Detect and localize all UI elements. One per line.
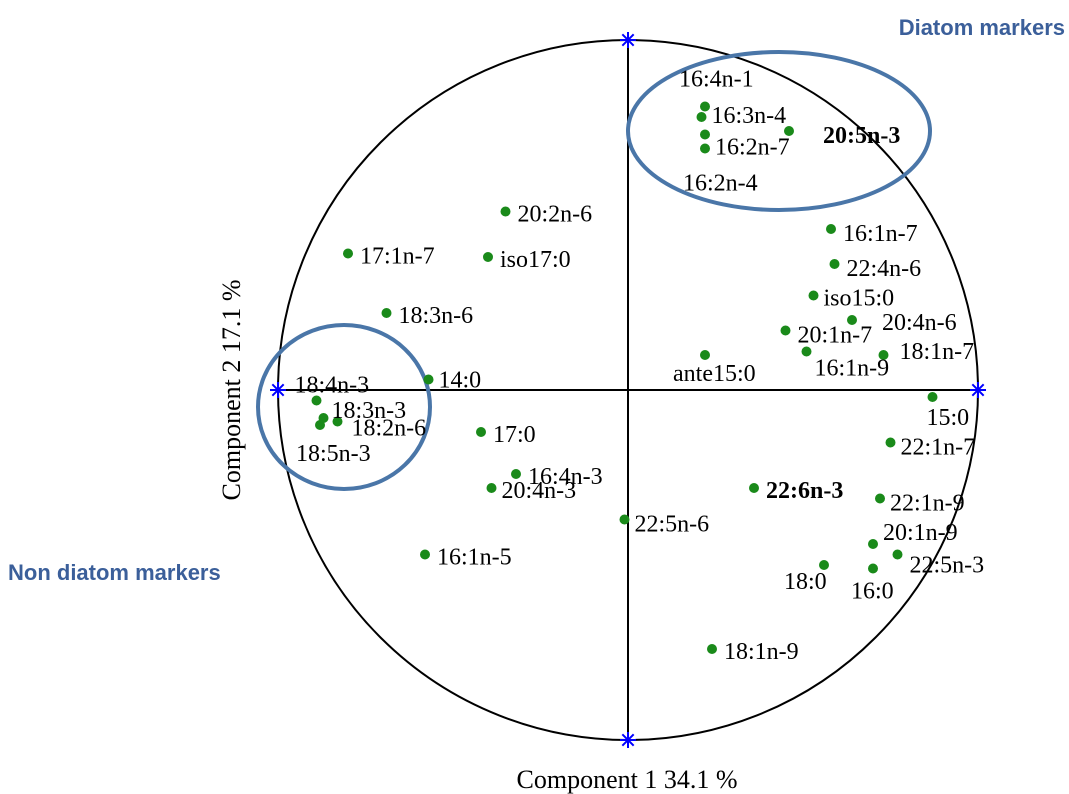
data-point-label: 16:1n-9 [815, 356, 890, 382]
data-point [343, 248, 353, 259]
data-point [868, 563, 878, 574]
data-point-label: 18:2n-6 [352, 416, 427, 442]
data-point-label: 20:5n-3 [823, 123, 900, 149]
data-point-label: 22:6n-3 [766, 478, 843, 504]
data-point [892, 549, 903, 560]
data-point [878, 350, 889, 360]
diatom-markers-label: Diatom markers [899, 15, 1065, 40]
diatom-group-ellipse [626, 50, 932, 212]
data-point [875, 493, 885, 504]
axis-end-asterisk [270, 382, 286, 398]
data-point-label: 20:4n-6 [882, 310, 957, 336]
data-point-label: iso15:0 [824, 286, 895, 312]
data-point-label: 20:4n-3 [502, 478, 577, 504]
data-point [808, 290, 819, 301]
data-point [801, 346, 812, 357]
data-point-label: 17:0 [493, 422, 536, 448]
data-point-label: 20:2n-6 [518, 202, 593, 228]
data-point [381, 308, 392, 318]
data-point [486, 483, 497, 493]
data-point-label: 17:1n-7 [360, 244, 435, 270]
data-point [500, 206, 511, 217]
data-point-label: 18:3n-6 [399, 303, 474, 329]
data-point [700, 350, 710, 360]
data-point-label: 16:0 [851, 579, 894, 605]
data-point-label: 22:5n-3 [910, 553, 985, 579]
data-point-label: 18:4n-3 [295, 373, 370, 399]
data-point [700, 129, 710, 140]
data-point [311, 395, 322, 406]
data-point [885, 437, 896, 448]
data-point-label: 18:0 [784, 569, 827, 595]
data-point-label: 16:2n-7 [715, 135, 790, 161]
axis-end-asterisk [620, 32, 636, 48]
data-point [315, 420, 325, 430]
data-point-label: 16:4n-3 [528, 464, 603, 490]
data-point-label: ante15:0 [673, 361, 756, 387]
non-diatom-group-ellipse [256, 323, 432, 491]
data-point-label: 18:5n-3 [296, 441, 371, 467]
data-point-label: 22:5n-6 [635, 512, 710, 538]
data-point [829, 259, 840, 269]
data-point-label: 16:1n-7 [843, 221, 918, 247]
data-point-label: 16:4n-1 [679, 67, 754, 93]
data-point [707, 644, 717, 654]
data-point [749, 483, 759, 493]
data-point-label: 16:2n-4 [683, 171, 758, 197]
data-point-label: 16:3n-4 [712, 103, 787, 129]
data-point [927, 392, 938, 402]
data-point [700, 143, 710, 154]
data-point-label: 18:3n-3 [332, 398, 407, 424]
data-point-label: 14:0 [439, 368, 482, 394]
data-point [483, 252, 493, 262]
x-axis-title: Component 1 34.1 % [517, 765, 738, 794]
data-point [784, 126, 794, 136]
data-points [311, 101, 938, 654]
data-point [511, 469, 521, 479]
data-point-label: 22:1n-9 [890, 491, 965, 517]
axis-end-asterisk [620, 732, 636, 748]
data-point-label: 22:4n-6 [847, 256, 922, 282]
data-point [868, 539, 878, 549]
axis-end-markers [270, 32, 986, 748]
data-point [332, 416, 343, 427]
data-point-label: iso17:0 [500, 247, 571, 273]
data-point [847, 315, 857, 325]
data-point-label: 15:0 [927, 405, 970, 431]
data-point [819, 560, 829, 570]
data-point [423, 374, 434, 385]
y-axis-title: Component 2 17.1 % [217, 280, 246, 501]
non-diatom-markers-label: Non diatom markers [8, 560, 221, 585]
axis-end-asterisk [970, 382, 986, 398]
data-point-label: 20:1n-9 [883, 520, 958, 546]
data-point-labels: 16:4n-1 16:3n-4 20:5n-3 16:2n-7 16:2n-4 20:2n… [295, 67, 985, 666]
data-point [476, 427, 486, 437]
data-point-label: 18:1n-7 [900, 339, 975, 365]
data-point [619, 514, 630, 525]
data-point-label: 16:1n-5 [437, 545, 512, 571]
data-point [700, 101, 710, 112]
data-point [420, 549, 430, 560]
data-point [780, 325, 791, 336]
data-point-label: 18:1n-9 [724, 639, 799, 665]
data-point-label: 22:1n-7 [901, 435, 976, 461]
data-point-label: 20:1n-7 [798, 323, 873, 349]
data-point [696, 112, 707, 122]
data-point [826, 224, 836, 234]
